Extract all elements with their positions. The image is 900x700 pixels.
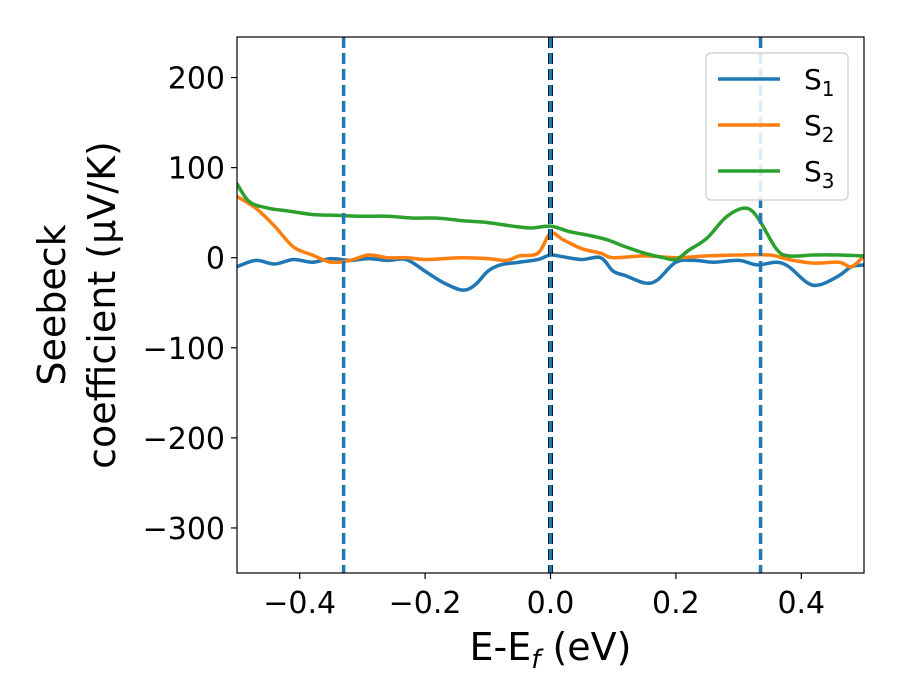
y-tick-label: 0 [206,242,225,277]
series-line-s2 [237,194,864,269]
y-tick-label: 100 [168,152,225,187]
y-tick-label: −100 [143,332,225,367]
y-axis-label-line1: Seebeck [30,224,74,385]
x-axis-label: E-Ef (eV) [470,625,632,675]
legend-label-s1: S1 [804,63,835,101]
legend-label-s2: S2 [804,109,835,147]
axis-labels: E-Ef (eV) Seebeck coefficient (μV/K) [30,141,632,675]
y-axis-label: Seebeck coefficient (μV/K) [30,141,124,469]
y-tick-label: −300 [143,512,225,547]
legend-label-s3: S3 [804,155,835,193]
series-line-s3 [237,182,864,262]
x-tick-label: 0.0 [527,586,575,621]
x-tick-label: 0.4 [777,586,825,621]
y-axis-label-line2: coefficient (μV/K) [80,141,124,469]
x-tick-label: 0.2 [652,586,700,621]
y-tick-label: 200 [168,62,225,97]
axes: −0.4 −0.2 0.0 0.2 0.4 200 100 0 −100 −200 −300 [143,36,865,621]
y-tick-label: −200 [143,422,225,457]
x-tick-label: −0.4 [263,586,336,621]
x-tick-label: −0.2 [389,586,462,621]
legend: S1 S2 S3 [705,52,849,201]
